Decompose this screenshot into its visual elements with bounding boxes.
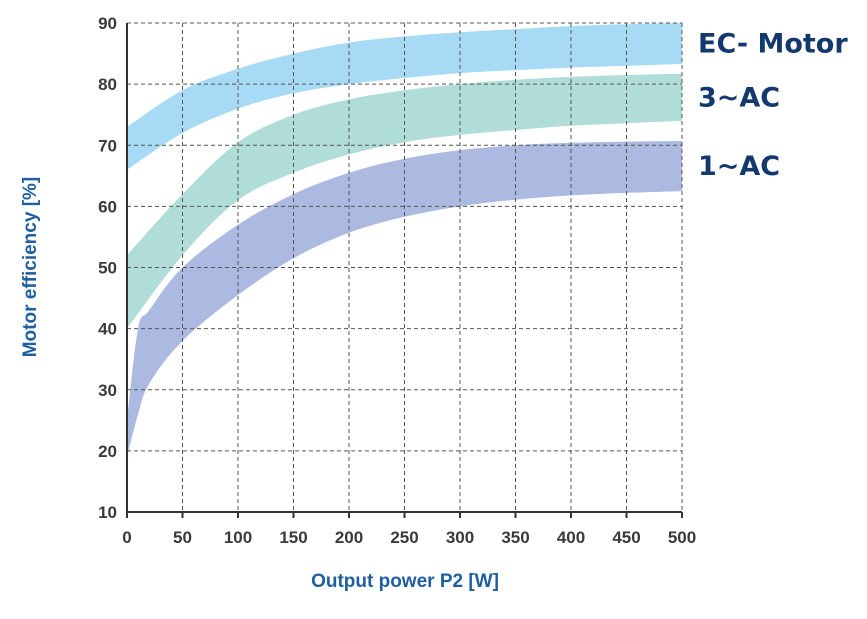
y-axis-label: Motor efficiency [%] <box>20 177 41 358</box>
efficiency-bands <box>127 23 682 457</box>
tick-labels: 0 50 100 150 200 250 300 350 400 450 500 10 20 30 40 50… <box>98 14 696 547</box>
y-tick-label: 30 <box>98 381 117 400</box>
y-tick-label: 10 <box>98 503 117 522</box>
band-1 <box>127 23 682 170</box>
band-3 <box>127 141 682 457</box>
x-tick-label: 100 <box>224 528 252 547</box>
band-label-2: 3~AC <box>698 82 780 113</box>
y-tick-label: 50 <box>98 259 117 278</box>
axes <box>126 23 683 518</box>
band-label-1: EC- Motor <box>698 28 848 59</box>
y-tick-label: 90 <box>98 14 117 33</box>
x-tick-label: 400 <box>557 528 585 547</box>
y-tick-label: 20 <box>98 442 117 461</box>
x-tick-label: 500 <box>668 528 696 547</box>
y-tick-label: 70 <box>98 136 117 155</box>
x-tick-label: 250 <box>390 528 418 547</box>
grid <box>127 22 683 512</box>
x-tick-label: 150 <box>279 528 307 547</box>
band-labels: EC- Motor 3~AC 1~AC <box>698 28 848 182</box>
x-tick-label: 350 <box>501 528 529 547</box>
x-tick-label: 50 <box>173 528 192 547</box>
x-axis-label: Output power P2 [W] <box>311 571 499 592</box>
x-tick-label: 0 <box>122 528 131 547</box>
x-tick-label: 450 <box>612 528 640 547</box>
band-2 <box>127 73 682 329</box>
y-tick-label: 60 <box>98 197 117 216</box>
x-tick-label: 200 <box>335 528 363 547</box>
y-tick-label: 40 <box>98 320 117 339</box>
y-tick-label: 80 <box>98 75 117 94</box>
x-tick-label: 300 <box>446 528 474 547</box>
band-label-3: 1~AC <box>698 151 780 182</box>
